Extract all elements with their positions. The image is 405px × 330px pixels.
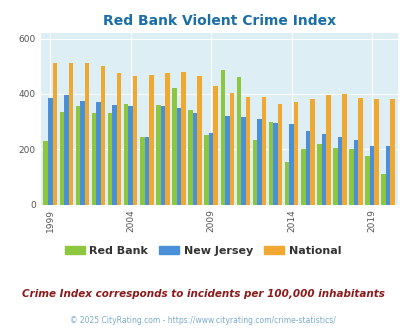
Bar [213,85,217,205]
Bar [309,99,314,205]
Bar [181,72,185,205]
Bar [325,95,330,205]
Bar [117,73,121,205]
Bar [364,156,369,205]
Bar [160,106,165,205]
Bar [245,97,249,205]
Bar [188,111,192,205]
Bar [373,99,378,205]
Bar [176,108,181,205]
Bar [165,73,169,205]
Bar [209,133,213,205]
Bar [124,104,128,205]
Bar [92,113,96,205]
Bar [289,124,293,205]
Bar [337,137,341,205]
Bar [321,134,325,205]
Bar [284,162,289,205]
Bar [385,147,390,205]
Bar [108,113,112,205]
Bar [220,70,224,205]
Bar [156,105,160,205]
Bar [224,116,229,205]
Bar [68,63,73,205]
Text: © 2025 CityRating.com - https://www.cityrating.com/crime-statistics/: © 2025 CityRating.com - https://www.city… [70,316,335,325]
Bar [300,149,305,205]
Bar [353,140,357,205]
Bar [369,147,373,205]
Bar [140,137,144,205]
Bar [390,99,394,205]
Bar [112,105,117,205]
Bar [293,102,298,205]
Bar [305,131,309,205]
Bar [357,98,362,205]
Bar [277,104,281,205]
Legend: Red Bank, New Jersey, National: Red Bank, New Jersey, National [60,241,345,260]
Text: Crime Index corresponds to incidents per 100,000 inhabitants: Crime Index corresponds to incidents per… [21,289,384,299]
Bar [43,142,48,205]
Bar [52,63,57,205]
Bar [273,123,277,205]
Bar [236,77,241,205]
Bar [100,66,105,205]
Bar [133,76,137,205]
Bar [252,140,257,205]
Bar [172,88,176,205]
Bar [64,95,68,205]
Bar [96,102,100,205]
Title: Red Bank Violent Crime Index: Red Bank Violent Crime Index [102,14,335,28]
Bar [348,149,353,205]
Bar [257,119,261,205]
Bar [144,137,149,205]
Bar [268,121,273,205]
Bar [80,101,85,205]
Bar [75,106,80,205]
Bar [229,92,233,205]
Bar [316,144,321,205]
Bar [261,97,266,205]
Bar [333,148,337,205]
Bar [128,106,133,205]
Bar [149,75,153,205]
Bar [192,113,197,205]
Bar [204,135,209,205]
Bar [341,94,346,205]
Bar [241,117,245,205]
Bar [60,112,64,205]
Bar [381,174,385,205]
Bar [197,76,201,205]
Bar [48,98,52,205]
Bar [85,63,89,205]
